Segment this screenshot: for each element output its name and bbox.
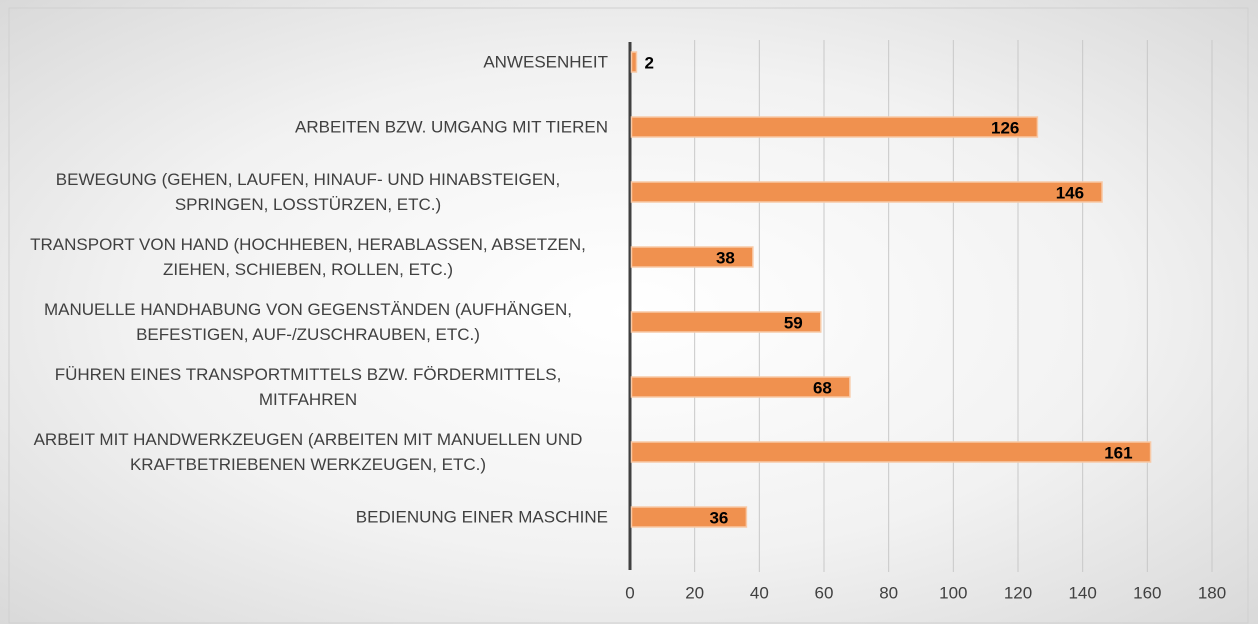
y-tick-label: FÜHREN EINES TRANSPORTMITTELS BZW. FÖRDE…	[54, 365, 562, 409]
x-tick-label: 40	[750, 583, 769, 602]
data-label: 59	[784, 313, 803, 332]
y-tick-label: ANWESENHEIT	[483, 52, 608, 72]
x-tick-label: 180	[1198, 583, 1226, 602]
x-tick-label: 20	[685, 583, 704, 602]
bar	[630, 116, 1039, 138]
bar	[630, 246, 754, 268]
bar	[630, 311, 822, 333]
category-label-box: BEDIENUNG EINER MASCHINE	[8, 505, 608, 530]
category-label-box: ARBEIT MIT HANDWERKZEUGEN (ARBEITEN MIT …	[8, 427, 608, 477]
x-tick-label: 100	[939, 583, 967, 602]
x-tick-label: 120	[1004, 583, 1032, 602]
frame	[8, 7, 1249, 624]
y-tick-label: ARBEIT MIT HANDWERKZEUGEN (ARBEITEN MIT …	[33, 430, 583, 474]
data-label: 2	[644, 53, 653, 72]
x-tick-label: 140	[1068, 583, 1096, 602]
x-tick-label: 0	[625, 583, 634, 602]
y-tick-label: BEDIENUNG EINER MASCHINE	[355, 507, 608, 527]
x-tick-label: 60	[815, 583, 834, 602]
data-label: 38	[716, 248, 735, 267]
category-label-box: FÜHREN EINES TRANSPORTMITTELS BZW. FÖRDE…	[8, 362, 608, 412]
bar	[630, 441, 1152, 463]
category-label-box: TRANSPORT VON HAND (HOCHHEBEN, HERABLASS…	[8, 232, 608, 282]
y-tick-label: MANUELLE HANDHABUNG VON GEGENSTÄNDEN (AU…	[43, 300, 573, 344]
y-tick-label: TRANSPORT VON HAND (HOCHHEBEN, HERABLASS…	[30, 235, 586, 279]
bar	[630, 181, 1103, 203]
data-label: 68	[813, 378, 832, 397]
x-tick-label: 160	[1133, 583, 1161, 602]
y-tick-label: ARBEITEN BZW. UMGANG MIT TIEREN	[295, 117, 608, 137]
data-label: 161	[1104, 443, 1132, 462]
category-label-box: ANWESENHEIT	[8, 50, 608, 75]
bar	[630, 506, 748, 528]
category-label-box: BEWEGUNG (GEHEN, LAUFEN, HINAUF- UND HIN…	[8, 167, 608, 217]
data-label: 36	[709, 508, 728, 527]
y-tick-label: BEWEGUNG (GEHEN, LAUFEN, HINAUF- UND HIN…	[55, 170, 561, 214]
category-label-box: MANUELLE HANDHABUNG VON GEGENSTÄNDEN (AU…	[8, 297, 608, 347]
data-label: 126	[991, 118, 1019, 137]
x-tick-label: 80	[879, 583, 898, 602]
bar	[630, 376, 851, 398]
data-label: 146	[1056, 183, 1084, 202]
category-label-box: ARBEITEN BZW. UMGANG MIT TIEREN	[8, 115, 608, 140]
bar	[630, 51, 638, 73]
